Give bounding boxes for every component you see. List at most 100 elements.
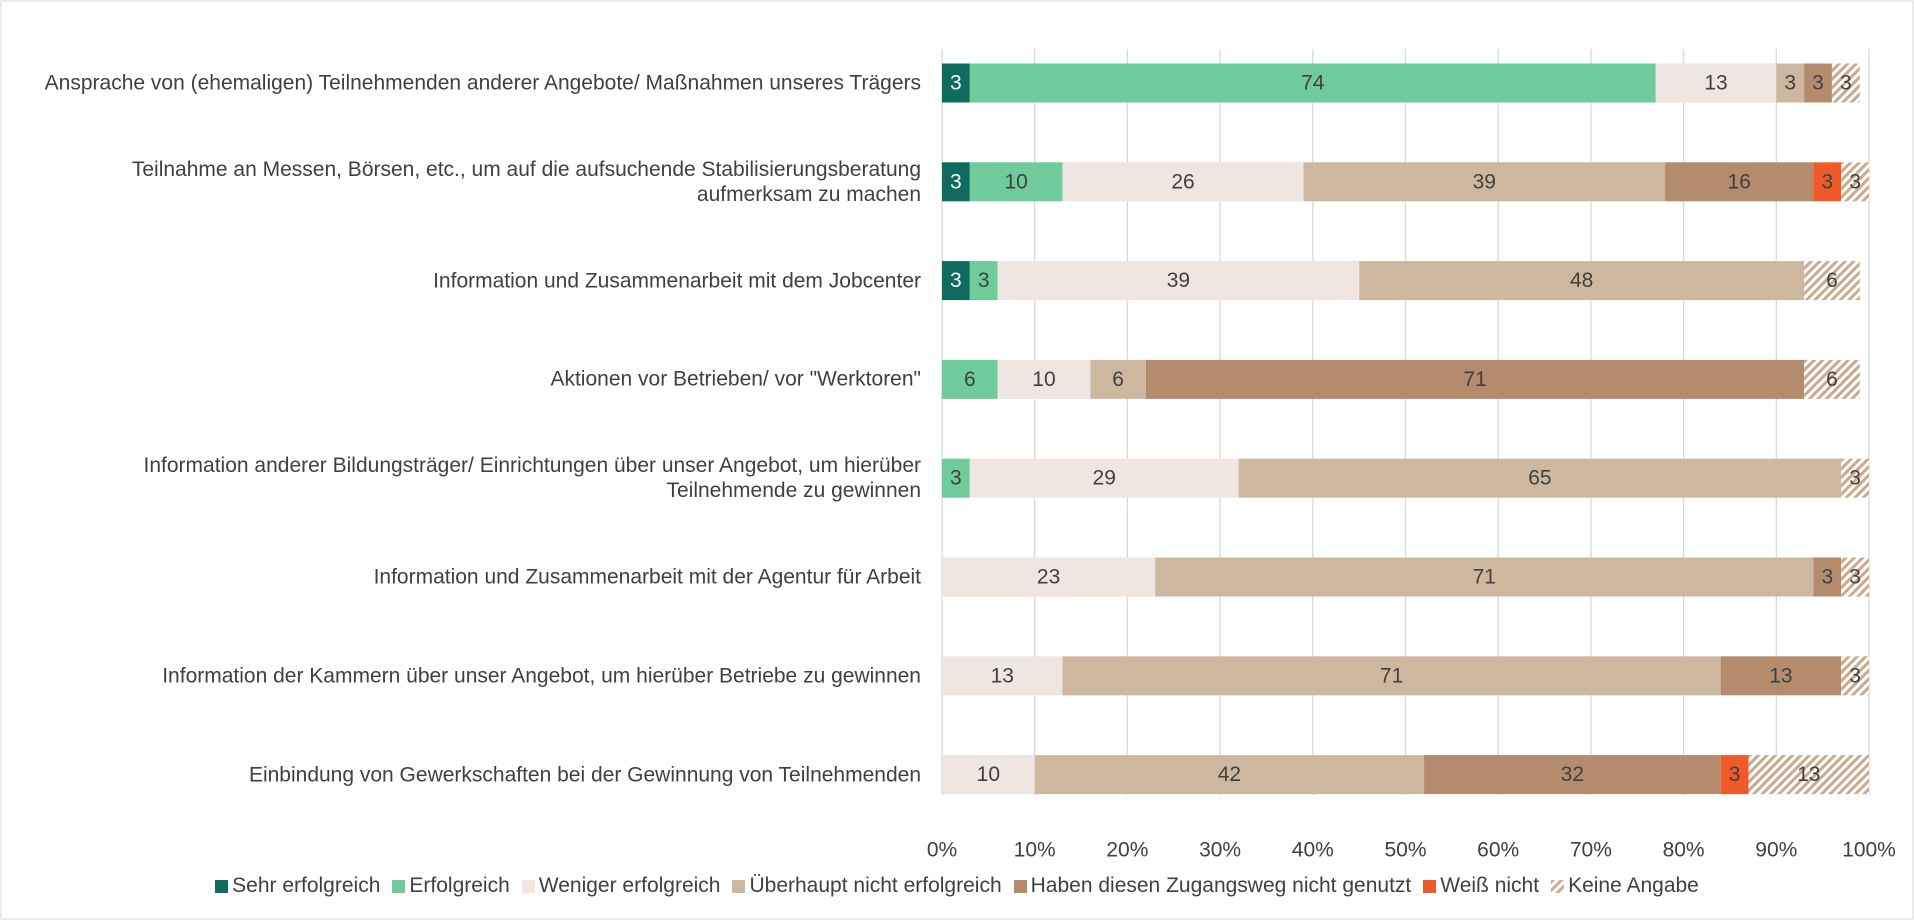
value-label: 3 [1849,566,1861,589]
legend-swatch-rect [1423,879,1437,893]
bar-segment [942,63,970,103]
legend-swatch-rect [521,879,535,893]
value-label: 13 [991,664,1014,687]
bar-segment [1720,755,1749,795]
value-label: 39 [1473,170,1496,193]
x-tick-label: 60% [1477,839,1519,862]
bar-segment [1090,359,1146,399]
bar-segment [1655,63,1777,103]
legend-label: Haben diesen Zugangsweg nicht genutzt [1030,874,1412,897]
category-label: Einbindung von Gewerkschaften bei der Ge… [248,763,921,787]
value-label: 10 [1032,368,1055,391]
bar-segment [942,557,1156,597]
value-label: 42 [1218,763,1241,786]
x-tick-label: 80% [1663,839,1705,862]
legend-swatch [1013,879,1027,893]
bar-segment [1841,557,1869,597]
x-tick-label: 40% [1292,839,1334,862]
legend-item: Weiß nicht [1423,874,1539,898]
value-label: 6 [1112,368,1124,391]
bar-segment [1813,557,1842,597]
bar-segment [1804,261,1860,301]
bar-segment [1062,656,1721,696]
bar-segment [1303,162,1666,202]
legend-swatch [1423,879,1437,893]
bar-segment [942,458,970,498]
value-label: 32 [1561,763,1584,786]
bar-segment [1034,755,1425,795]
legend-swatch-rect [392,879,406,893]
value-label: 23 [1037,566,1060,589]
legend-item: Weniger erfolgreich [521,874,721,898]
legend-swatch [521,879,535,893]
legend-swatch-rect [1551,879,1565,893]
legend-swatch [392,879,406,893]
bar-segment [942,162,970,202]
bar-segment [969,458,1239,498]
value-label: 3 [1849,664,1861,687]
value-label: 13 [1797,763,1820,786]
category-label: Teilnahme an Messen, Börsen, etc., um au… [131,157,921,206]
value-label: 3 [950,467,962,490]
x-tick-label: 90% [1755,839,1797,862]
value-label: 48 [1570,269,1593,292]
value-label: 10 [1004,170,1027,193]
value-label: 26 [1171,170,1194,193]
bar-segment [1238,458,1842,498]
legend-item: Überhaupt nicht erfolgreich [732,874,1002,898]
value-label: 3 [1812,72,1824,95]
bar-segment [1748,755,1869,795]
bar-segment [1841,458,1869,498]
bar-segment [1804,63,1832,103]
value-label: 10 [977,763,1000,786]
value-label: 3 [1849,170,1861,193]
legend-item: Haben diesen Zugangsweg nicht genutzt [1013,874,1412,898]
value-label: 3 [1784,72,1796,95]
category-label: Information und Zusammenarbeit mit der A… [373,565,921,589]
value-label: 3 [1821,170,1833,193]
value-label: 74 [1301,72,1325,95]
bar-segment [1804,359,1860,399]
value-label: 13 [1769,664,1792,687]
value-label: 6 [1826,368,1838,391]
legend: Sehr erfolgreich Erfolgreich Weniger erfol… [0,874,1914,898]
bar-segment [1359,261,1805,301]
legend-label: Weniger erfolgreich [538,874,721,897]
legend-item: Erfolgreich [392,874,510,898]
legend-label: Weiß nicht [1440,874,1540,897]
category-label: Information und Zusammenarbeit mit dem J… [433,269,921,293]
value-label: 65 [1528,467,1551,490]
value-label: 3 [950,72,962,95]
value-label: 3 [978,269,990,292]
x-tick-label: 0% [927,839,957,862]
bar-segment [1776,63,1805,103]
legend-swatch [732,879,746,893]
value-label: 29 [1093,467,1116,490]
x-tick-label: 50% [1384,839,1426,862]
bar-segment [942,755,1035,795]
value-label: 13 [1704,72,1727,95]
category-label: Information der Kammern über unser Angeb… [162,664,921,688]
bar-segment [969,162,1063,202]
value-label: 3 [950,170,962,193]
legend-swatch-rect [1013,879,1027,893]
bar-segment [1831,63,1860,103]
bar-segment [969,63,1656,103]
bar-segment [1720,656,1842,696]
bar-segment [1841,162,1869,202]
legend-swatch [1551,879,1565,893]
bar-segment [1813,162,1842,202]
value-label: 3 [1849,467,1861,490]
value-label: 39 [1167,269,1190,292]
x-tick-label: 100% [1842,839,1896,862]
value-label: 6 [1826,269,1838,292]
legend-label: Keine Angabe [1568,874,1699,897]
value-label: 6 [964,368,976,391]
legend-item: Sehr erfolgreich [215,874,380,898]
legend-swatch [215,879,229,893]
bar-segment [969,261,998,301]
bar-segment [942,261,970,301]
legend-swatch-rect [732,879,746,893]
